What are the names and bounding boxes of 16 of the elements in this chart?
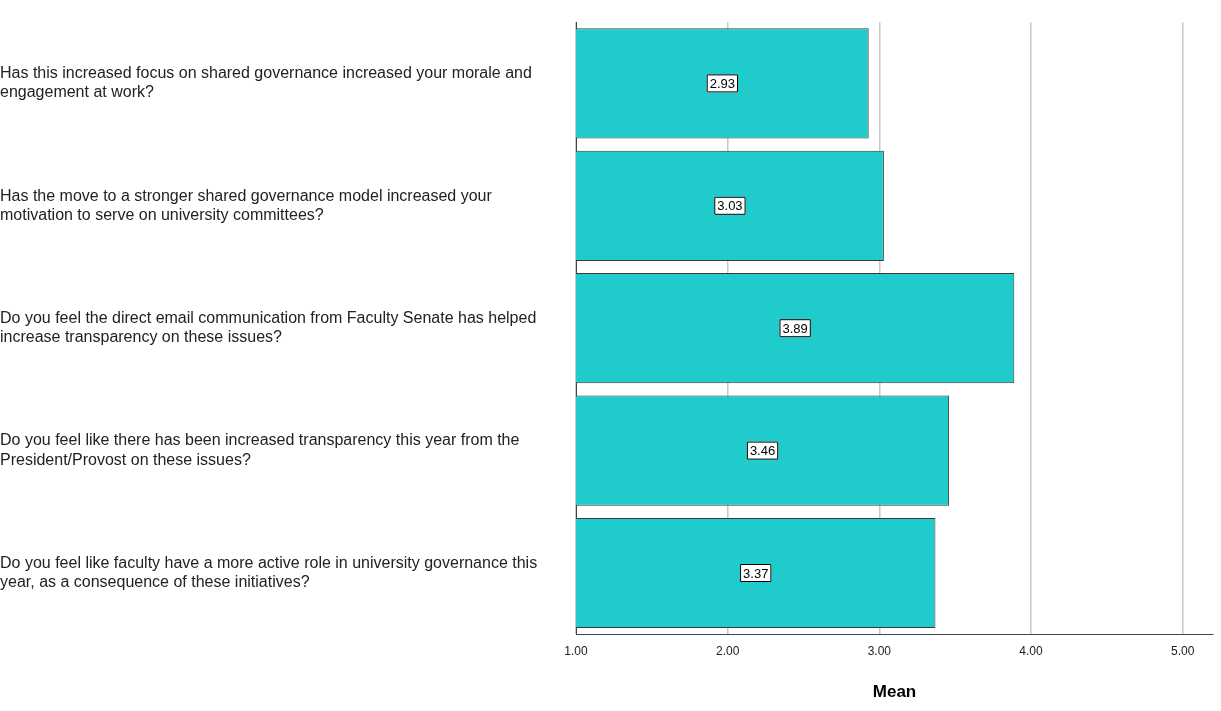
data-label: 3.03 <box>717 198 743 214</box>
y-tick-label: Has this increased focus on shared governance increased your morale and engagement at work? <box>0 64 532 101</box>
y-tick-label: Do you feel like faculty have a more active role in university governance this year, as a consequence of these initiatives? <box>0 553 538 591</box>
x-tick-label: 5.00 <box>1170 643 1195 658</box>
y-tick-label: Do you feel the direct email communication from Faculty Senate has helped increase transparency on these issues? <box>0 309 537 346</box>
data-label: 3.37 <box>743 565 769 581</box>
x-tick-label: 4.00 <box>1019 643 1043 658</box>
data-label: 2.93 <box>709 75 736 91</box>
data-label: 3.89 <box>782 320 808 336</box>
y-tick-label: Do you feel like there has been increased transparency this year from the President/Provost on these issues? <box>0 431 520 468</box>
x-tick-label: 3.00 <box>867 643 892 658</box>
x-tick-label: 1.00 <box>564 643 588 658</box>
x-axis-title: Mean <box>872 682 917 702</box>
x-tick-label: 2.00 <box>715 643 740 658</box>
data-label: 3.46 <box>749 443 776 459</box>
y-tick-label: Has the move to a stronger shared governance model increased your motivation to serve on university committees? <box>0 186 493 223</box>
